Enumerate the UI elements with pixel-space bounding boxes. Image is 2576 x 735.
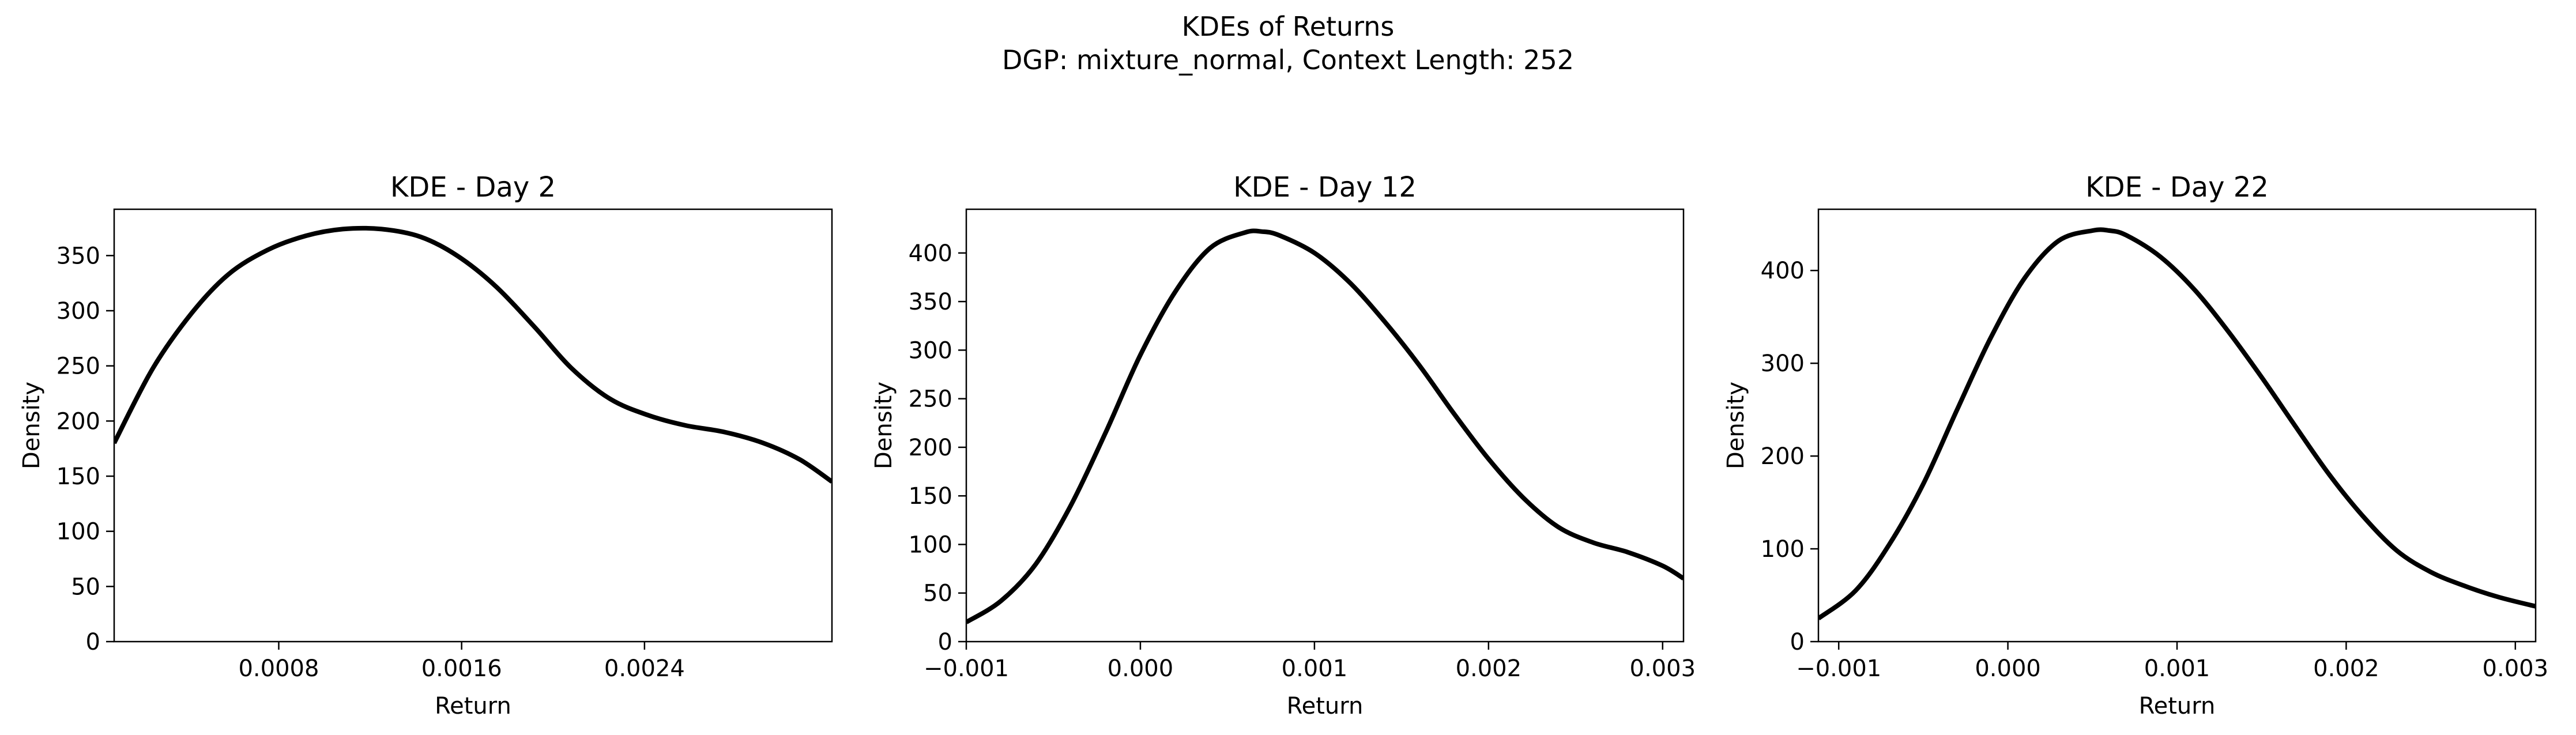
kde-curve-line: [966, 228, 1684, 624]
kde-curve-line: [1818, 227, 2536, 621]
x-tick-label: −0.001: [1796, 655, 1881, 682]
y-tick-label: 300: [909, 337, 952, 364]
y-tick-label: 100: [1761, 536, 1805, 563]
y-tick-label: 150: [909, 483, 952, 510]
y-tick-label: 250: [57, 353, 100, 380]
x-tick-label: −0.001: [924, 655, 1009, 682]
x-tick-label: 0.0024: [604, 655, 685, 682]
y-tick-label: 50: [71, 574, 100, 600]
x-tick-label: 0.0008: [238, 655, 319, 682]
y-tick-label: 0: [938, 629, 952, 655]
x-tick-label: 0.003: [1630, 655, 1696, 682]
kde-curve-line: [114, 225, 832, 484]
y-tick-label: 250: [909, 386, 952, 413]
x-axis-label: Return: [2139, 693, 2216, 719]
y-tick-label: 350: [909, 289, 952, 315]
y-tick-label: 100: [57, 519, 100, 545]
x-tick-label: 0.001: [1282, 655, 1348, 682]
subplot-panels: 0.0008 0.0016 0.0024 0 50 100 150 200 250 300 350 K…: [18, 171, 2548, 719]
x-tick-label: 0.000: [1975, 655, 2041, 682]
y-tick-label: 350: [57, 243, 100, 269]
y-tick-label: 200: [909, 435, 952, 461]
x-axis-label: Return: [435, 693, 511, 719]
y-tick-label: 150: [57, 463, 100, 490]
axes-frame: [113, 208, 833, 643]
x-tick-label: 0.002: [2313, 655, 2379, 682]
subplot-title: KDE - Day 12: [1233, 171, 1417, 203]
y-tick-label: 200: [57, 408, 100, 435]
subplot-title: KDE - Day 2: [390, 171, 556, 203]
x-tick-label: 0.002: [1456, 655, 1522, 682]
y-tick-label: 400: [909, 240, 952, 267]
subplot-title: KDE - Day 22: [2085, 171, 2269, 203]
x-tick-label: 0.003: [2483, 655, 2549, 682]
x-axis-label: Return: [1287, 693, 1364, 719]
y-tick-label: 300: [57, 298, 100, 325]
axes-frame: [965, 208, 1685, 643]
y-tick-label: 200: [1761, 443, 1805, 470]
x-tick-label: 0.000: [1108, 655, 1174, 682]
y-axis-label: Density: [871, 382, 897, 469]
y-axis-label: Density: [18, 382, 45, 469]
x-tick-label: 0.0016: [421, 655, 502, 682]
x-tick-label: 0.001: [2144, 655, 2210, 682]
y-axis-label: Density: [1723, 382, 1749, 469]
subplot-1: 0.0008 0.0016 0.0024 0 50 100 150 200 250 300 350 K…: [18, 171, 833, 719]
y-tick-label: 300: [1761, 350, 1805, 377]
y-tick-label: 0: [1790, 629, 1805, 655]
y-tick-label: 400: [1761, 258, 1805, 284]
y-tick-label: 100: [909, 532, 952, 558]
y-tick-label: 50: [923, 581, 952, 607]
subplot-2: −0.001 0.000 0.001 0.002 0.003 0 50 100 150 200 25…: [871, 171, 1696, 719]
subplot-3: −0.001 0.000 0.001 0.002 0.003 0 100 200 300 400 K…: [1723, 171, 2548, 719]
figure-suptitle-line2: DGP: mixture_normal, Context Length: 252: [1002, 44, 1574, 76]
y-tick-label: 0: [86, 629, 100, 655]
figure-suptitle-line1: KDEs of Returns: [1182, 11, 1395, 42]
